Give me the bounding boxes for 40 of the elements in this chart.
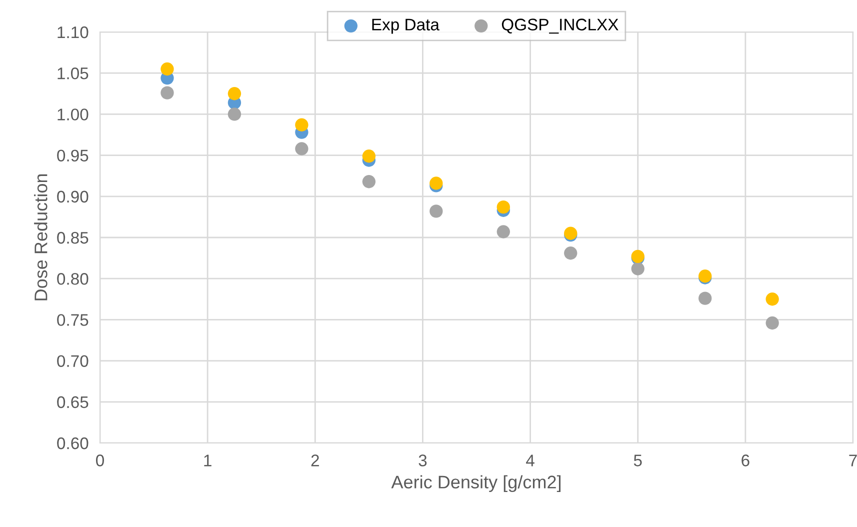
- y-tick-label: 0.85: [57, 232, 88, 244]
- point: [362, 175, 376, 188]
- point: [766, 316, 779, 330]
- point: [228, 108, 242, 121]
- x-axis-title: Aeric Density [g/cm2]: [391, 475, 561, 492]
- point: [228, 87, 242, 100]
- x-tick-label: 7: [849, 454, 857, 466]
- legend-label: QGSP_INCLXX: [502, 18, 618, 34]
- y-tick-label: 0.60: [57, 437, 88, 450]
- x-tick-label: 0: [96, 454, 104, 466]
- point: [496, 200, 510, 214]
- y-tick-label: 1.00: [58, 108, 88, 120]
- point: [698, 292, 712, 305]
- point: [295, 142, 308, 156]
- y-tick-label: 0.80: [57, 273, 88, 285]
- point: [160, 86, 174, 100]
- x-tick-label: 6: [742, 454, 750, 466]
- y-tick-label: 0.95: [57, 150, 88, 162]
- y-tick-label: 0.70: [57, 355, 88, 368]
- y-tick-label: 1.10: [58, 26, 88, 38]
- point: [430, 204, 443, 218]
- x-tick-label: 2: [311, 454, 319, 466]
- point: [564, 246, 578, 260]
- x-tick-label: 4: [526, 454, 534, 466]
- y-tick-label: 0.65: [57, 396, 88, 408]
- legend-label: Exp Data: [372, 18, 440, 34]
- y-tick-label: 0.75: [57, 314, 88, 326]
- point: [496, 225, 510, 238]
- x-tick-label: 3: [418, 454, 427, 466]
- point: [766, 292, 779, 306]
- y-axis-title: Dose Reduction: [34, 174, 48, 300]
- point: [295, 118, 308, 132]
- point: [362, 150, 376, 163]
- y-tick-label: 1.05: [58, 68, 88, 80]
- point: [160, 62, 174, 76]
- y-tick-label: 0.90: [57, 190, 88, 203]
- x-tick-label: 1: [204, 454, 212, 466]
- point: [430, 176, 443, 190]
- point: [631, 262, 644, 276]
- x-tick-label: 5: [634, 454, 642, 466]
